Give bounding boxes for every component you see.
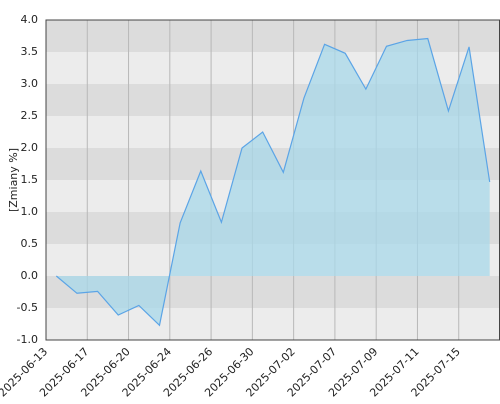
y-tick-label: 3.0 <box>21 77 39 90</box>
y-tick-label: 0.5 <box>21 237 39 250</box>
line <box>55 37 491 327</box>
area <box>56 38 490 326</box>
y-tick-label: 1.0 <box>21 205 39 218</box>
y-tick-label: 1.5 <box>21 173 39 186</box>
y-axis-label: [Zmiany %] <box>7 148 20 212</box>
grid-band <box>46 20 500 52</box>
y-tick-label: 3.5 <box>21 45 39 58</box>
y-tick-label: 2.0 <box>21 141 39 154</box>
y-tick-label: 2.5 <box>21 109 39 122</box>
y-tick-label: -1.0 <box>17 333 38 346</box>
y-tick-label: -0.5 <box>17 301 38 314</box>
y-tick-label: 4.0 <box>21 13 39 26</box>
grid-band <box>46 308 500 340</box>
y-tick-label: 0.0 <box>21 269 39 282</box>
